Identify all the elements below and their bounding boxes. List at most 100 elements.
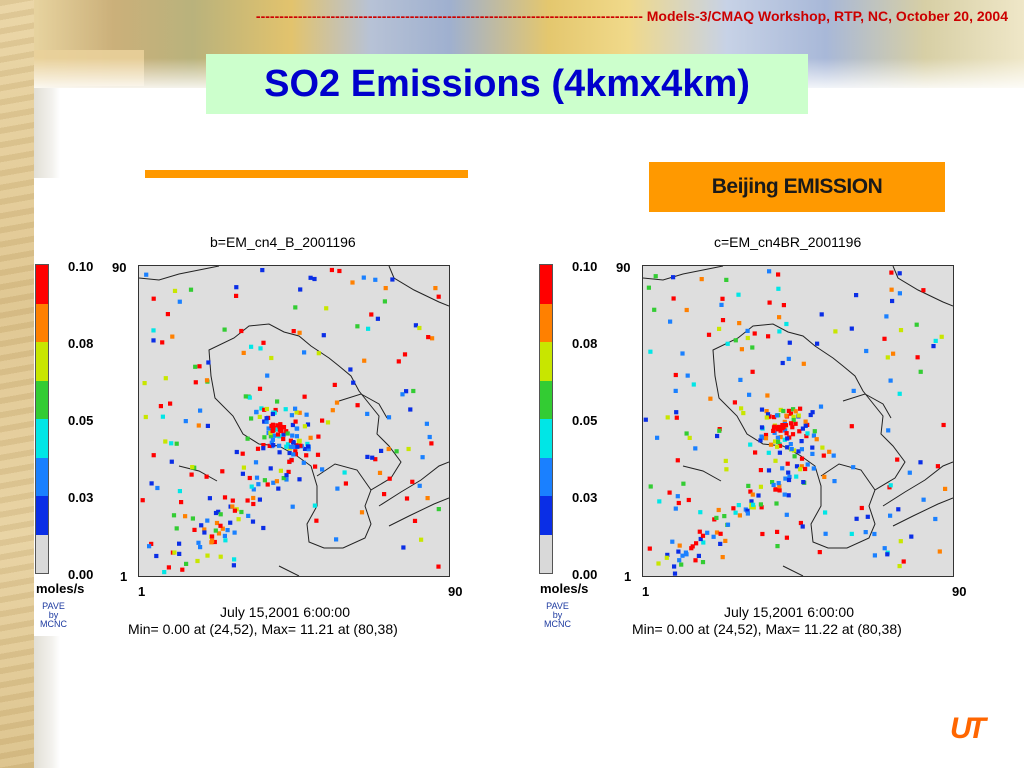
emission-cell	[739, 347, 744, 352]
emission-cell	[891, 351, 896, 356]
emission-cell	[174, 441, 179, 446]
emission-cell	[290, 504, 295, 509]
emission-cell	[775, 529, 780, 534]
emission-cell	[748, 489, 753, 494]
emission-cell	[733, 338, 738, 343]
emission-cell	[257, 386, 263, 391]
emission-cell	[216, 509, 221, 514]
emission-cell	[160, 340, 165, 345]
emission-cell	[160, 414, 165, 419]
boundary-line	[378, 461, 449, 507]
emission-cell	[680, 351, 685, 356]
emission-cell	[851, 465, 856, 470]
emission-cell	[897, 391, 902, 396]
emission-map	[642, 265, 954, 577]
emission-cell	[714, 530, 720, 535]
emission-cell	[255, 446, 261, 451]
emission-cell	[264, 419, 269, 424]
emission-cell	[329, 267, 334, 273]
boundary-line	[682, 465, 722, 482]
emission-cell	[294, 434, 299, 439]
emission-cell	[429, 441, 434, 446]
emission-cell	[294, 426, 299, 431]
emission-cell	[778, 407, 783, 412]
emission-cell	[697, 529, 702, 534]
emission-cell	[169, 459, 174, 464]
emission-cell	[901, 559, 906, 564]
emission-cell	[297, 410, 302, 415]
emission-cell	[736, 292, 741, 297]
emission-map-svg	[643, 266, 953, 576]
emission-cell	[723, 538, 728, 543]
emission-cell	[197, 364, 202, 369]
emission-cell	[222, 533, 227, 538]
emission-cell	[685, 373, 690, 378]
emission-cell	[886, 428, 891, 433]
emission-cell	[780, 466, 785, 471]
emission-cell	[689, 546, 694, 551]
emission-cell	[262, 435, 267, 440]
emission-cell	[766, 450, 771, 455]
emission-cell	[768, 442, 774, 447]
emission-cell	[751, 502, 756, 507]
emission-cell	[787, 474, 792, 479]
emission-cell	[183, 419, 188, 424]
emission-cell	[268, 434, 273, 439]
colorbar-swatch	[540, 496, 552, 535]
y-axis-min: 1	[120, 569, 128, 584]
emission-cell	[162, 570, 167, 575]
emission-cell	[151, 338, 156, 343]
boundary-line	[643, 266, 724, 281]
emission-cell	[373, 457, 378, 462]
emission-cell	[270, 437, 275, 442]
colorbar-swatch	[36, 496, 48, 535]
emission-cell	[720, 296, 725, 301]
emission-cell	[725, 522, 731, 527]
emission-cell	[708, 396, 713, 401]
emission-cell	[679, 562, 684, 567]
emission-cell	[351, 380, 356, 385]
emission-cell	[308, 275, 313, 280]
emission-cell	[774, 501, 779, 506]
emission-cell	[854, 516, 859, 521]
emission-cell	[177, 541, 182, 546]
boundary-line	[820, 463, 876, 491]
emission-cell	[722, 514, 727, 519]
credit-line: PAVE	[42, 601, 65, 611]
emission-cell	[277, 427, 282, 432]
emission-cell	[253, 460, 259, 465]
emission-cell	[265, 373, 270, 378]
emission-cell	[291, 452, 296, 457]
emission-cell	[232, 530, 237, 535]
emission-cell	[656, 561, 661, 566]
boundary-line	[139, 266, 220, 281]
emission-cell	[151, 328, 156, 333]
emission-cell	[937, 549, 942, 554]
emission-cell	[320, 467, 325, 472]
emission-cell	[334, 400, 340, 405]
emission-cell	[277, 424, 282, 429]
emission-cell	[803, 423, 808, 428]
emission-cell	[278, 468, 283, 473]
emission-cell	[140, 498, 145, 503]
emission-cell	[265, 482, 270, 487]
emission-cell	[720, 318, 726, 323]
emission-cell	[739, 406, 744, 411]
emission-cell	[700, 560, 706, 565]
emission-cell	[786, 356, 791, 361]
emission-cell	[232, 508, 237, 513]
emission-cell	[693, 558, 698, 563]
emission-cell	[717, 428, 722, 433]
emission-cell	[210, 538, 215, 543]
emission-cell	[804, 434, 809, 439]
colorbar-tick: 0.00	[68, 567, 94, 582]
emission-cell	[745, 328, 750, 333]
emission-cell	[796, 449, 801, 454]
emission-cell	[783, 428, 788, 433]
emission-cell	[142, 381, 147, 386]
emission-cell	[872, 531, 877, 537]
emission-cell	[724, 277, 729, 282]
emission-cell	[387, 476, 392, 481]
emission-cell	[675, 458, 680, 463]
emission-cell	[763, 432, 769, 438]
